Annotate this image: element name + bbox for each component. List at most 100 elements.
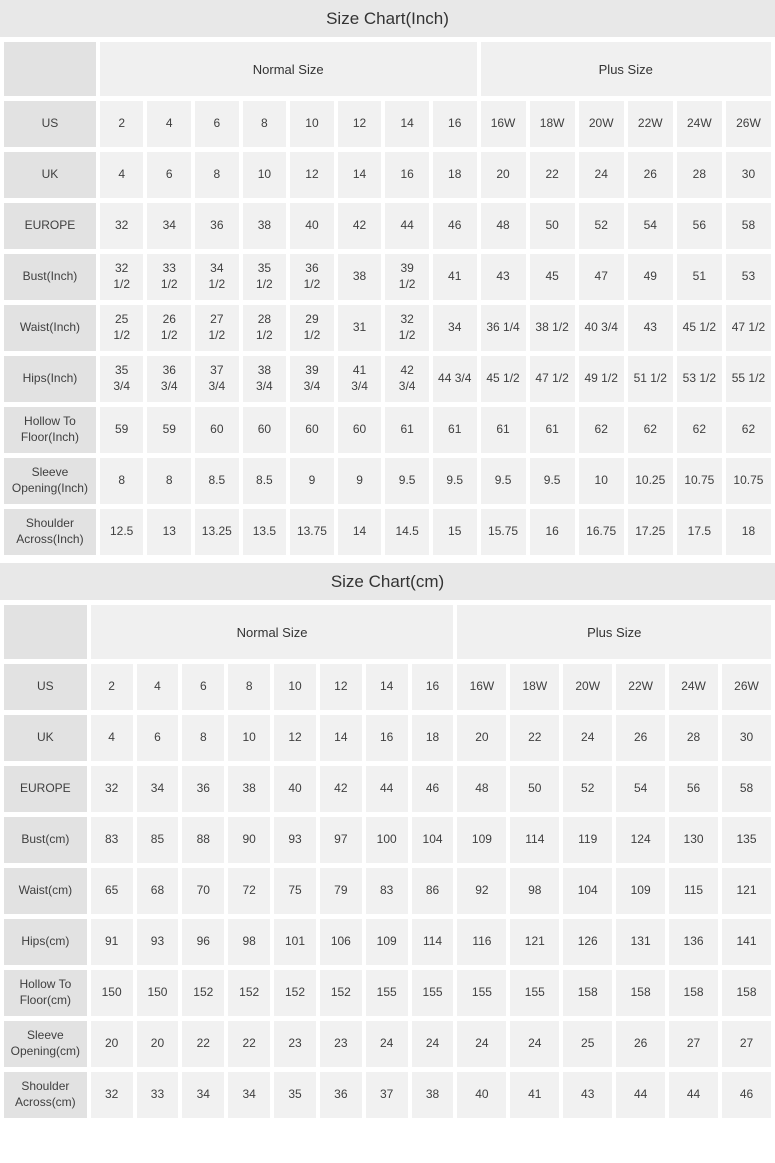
table-row: US 2 4 6 8 10 12 14 16 16W 18W 20W 22W 24W 26W [4, 664, 771, 710]
size-value-cell: 20W [563, 664, 613, 710]
size-value-cell: 18 [432, 152, 477, 198]
size-value-cell: 31 [337, 305, 382, 351]
size-value-cell: 109 [365, 919, 408, 965]
table-row: Hollow To Floor(Inch) 59 59 60 60 60 60 61 61 61 6… [4, 407, 771, 453]
size-value-cell: 32 1/2 [99, 254, 144, 300]
size-value-cell: 38 3/4 [242, 356, 287, 402]
size-value-cell: 10 [290, 101, 334, 147]
group-header-row: Normal Size Plus Size [4, 42, 771, 96]
size-value-cell: 26 [616, 1021, 666, 1067]
size-value-cell: 22W [627, 101, 673, 147]
size-value-cell: 25 [563, 1021, 613, 1067]
size-value-cell: 58 [721, 766, 771, 812]
size-value-cell: 8 [242, 101, 287, 147]
group-header-row: Normal Size Plus Size [4, 605, 771, 659]
size-value-cell: 22 [529, 152, 575, 198]
size-value-cell: 30 [721, 715, 771, 761]
size-value-cell: 6 [147, 152, 192, 198]
table-row: Hips(Inch) 35 3/4 36 3/4 37 3/4 38 3/4 39 3/4… [4, 356, 771, 402]
size-value-cell: 16 [385, 152, 429, 198]
size-value-cell: 38 [411, 1072, 454, 1118]
size-value-cell: 14 [337, 152, 382, 198]
size-value-cell: 136 [669, 919, 718, 965]
size-value-cell: 38 [228, 766, 271, 812]
size-value-cell: 97 [319, 817, 362, 863]
table-row: UK 4 6 8 10 12 14 16 18 20 22 24 26 28 30 [4, 715, 771, 761]
size-value-cell: 44 [616, 1072, 666, 1118]
size-value-cell: 17.25 [627, 509, 673, 555]
size-table-cm: Normal Size Plus Size US 2 4 6 8 10 12 14 16 16W 1… [0, 600, 775, 1123]
size-value-cell: 88 [182, 817, 225, 863]
size-value-cell: 22W [616, 664, 666, 710]
row-label: Bust(Inch) [4, 254, 96, 300]
size-value-cell: 24 [510, 1021, 560, 1067]
size-value-cell: 13.75 [290, 509, 334, 555]
size-value-cell: 44 [365, 766, 408, 812]
size-value-cell: 16W [457, 664, 507, 710]
table-row: Hips(cm) 91 93 96 98 101 106 109 114 116 121 126 131… [4, 919, 771, 965]
size-value-cell: 50 [529, 203, 575, 249]
size-value-cell: 14.5 [385, 509, 429, 555]
size-value-cell: 43 [563, 1072, 613, 1118]
size-value-cell: 27 1/2 [195, 305, 239, 351]
size-value-cell: 39 1/2 [385, 254, 429, 300]
size-value-cell: 40 [274, 766, 316, 812]
size-value-cell: 10 [228, 715, 271, 761]
size-value-cell: 6 [136, 715, 179, 761]
size-value-cell: 35 1/2 [242, 254, 287, 300]
table-row: Bust(Inch) 32 1/2 33 1/2 34 1/2 35 1/2 36 1/2… [4, 254, 771, 300]
size-value-cell: 8 [195, 152, 239, 198]
size-value-cell: 36 3/4 [147, 356, 192, 402]
size-value-cell: 33 [136, 1072, 179, 1118]
size-value-cell: 101 [274, 919, 316, 965]
size-value-cell: 51 1/2 [627, 356, 673, 402]
size-value-cell: 152 [228, 970, 271, 1016]
table-row: Hollow To Floor(cm) 150 150 152 152 152 152 155… [4, 970, 771, 1016]
size-value-cell: 109 [616, 868, 666, 914]
size-value-cell: 20 [480, 152, 526, 198]
size-value-cell: 18 [725, 509, 771, 555]
size-value-cell: 26W [725, 101, 771, 147]
size-value-cell: 130 [669, 817, 718, 863]
size-value-cell: 98 [228, 919, 271, 965]
size-value-cell: 50 [510, 766, 560, 812]
size-value-cell: 131 [616, 919, 666, 965]
size-value-cell: 40 [457, 1072, 507, 1118]
size-value-cell: 48 [457, 766, 507, 812]
row-label: Hips(Inch) [4, 356, 96, 402]
size-value-cell: 32 [99, 203, 144, 249]
size-value-cell: 16W [480, 101, 526, 147]
size-value-cell: 38 [242, 203, 287, 249]
size-value-cell: 45 1/2 [480, 356, 526, 402]
size-value-cell: 61 [529, 407, 575, 453]
size-value-cell: 58 [725, 203, 771, 249]
size-value-cell: 38 [337, 254, 382, 300]
size-value-cell: 20 [90, 1021, 133, 1067]
size-value-cell: 14 [319, 715, 362, 761]
row-label: Hips(cm) [4, 919, 87, 965]
size-value-cell: 43 [627, 305, 673, 351]
size-value-cell: 48 [480, 203, 526, 249]
table-row: Waist(Inch) 25 1/2 26 1/2 27 1/2 28 1/2 29 1/… [4, 305, 771, 351]
size-value-cell: 96 [182, 919, 225, 965]
size-value-cell: 150 [90, 970, 133, 1016]
row-label: US [4, 664, 87, 710]
size-value-cell: 34 [147, 203, 192, 249]
size-value-cell: 20W [578, 101, 624, 147]
size-value-cell: 124 [616, 817, 666, 863]
size-value-cell: 85 [136, 817, 179, 863]
size-value-cell: 28 1/2 [242, 305, 287, 351]
corner-cell [4, 42, 96, 96]
size-value-cell: 9.5 [480, 458, 526, 504]
size-value-cell: 116 [457, 919, 507, 965]
size-value-cell: 32 [90, 766, 133, 812]
size-value-cell: 30 [725, 152, 771, 198]
size-value-cell: 90 [228, 817, 271, 863]
row-label: Sleeve Opening(cm) [4, 1021, 87, 1067]
row-label: EUROPE [4, 203, 96, 249]
size-value-cell: 24 [457, 1021, 507, 1067]
size-value-cell: 52 [578, 203, 624, 249]
size-value-cell: 45 [529, 254, 575, 300]
size-value-cell: 38 1/2 [529, 305, 575, 351]
size-value-cell: 10 [242, 152, 287, 198]
